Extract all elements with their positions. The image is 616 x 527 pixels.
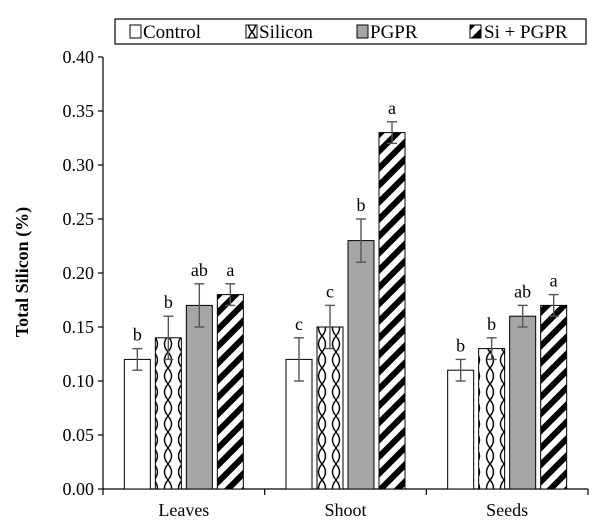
- bar: [447, 369, 475, 490]
- y-tick-label: 0.25: [63, 209, 95, 229]
- legend-item-silicon: Silicon: [245, 22, 313, 43]
- legend-item-control: Control: [129, 22, 201, 43]
- y-tick-label: 0.15: [63, 317, 95, 337]
- significance-label: b: [133, 325, 142, 345]
- bar: [216, 294, 244, 490]
- significance-label: c: [295, 314, 303, 334]
- legend-item-si-pgpr: Si + PGPR: [469, 22, 568, 43]
- bar: [123, 358, 151, 490]
- significance-label: b: [456, 335, 465, 355]
- y-tick-label: 0.05: [63, 425, 95, 445]
- legend-swatch-control: [129, 24, 142, 39]
- y-tick-label: 0.40: [63, 47, 95, 67]
- legend-label-silicon: Silicon: [259, 22, 313, 43]
- bar: [509, 315, 537, 490]
- bar: [154, 337, 182, 490]
- y-tick-label: 0.20: [63, 263, 95, 283]
- bar: [478, 348, 506, 490]
- legend-item-pgpr: PGPR: [356, 22, 418, 43]
- significance-label: b: [164, 292, 173, 312]
- significance-label: b: [357, 195, 366, 215]
- significance-label: a: [388, 98, 396, 118]
- legend: Control Silicon PGPR Si + PGPR: [114, 18, 587, 45]
- x-tick-label: Seeds: [486, 500, 528, 520]
- bar: [540, 304, 568, 490]
- x-tick-label: Shoot: [324, 500, 366, 520]
- significance-label: ab: [514, 281, 531, 301]
- legend-swatch-silicon: [245, 24, 258, 39]
- legend-swatch-si-pgpr: [469, 24, 482, 39]
- y-tick-label: 0.35: [63, 101, 95, 121]
- legend-label-si-pgpr: Si + PGPR: [484, 22, 568, 43]
- y-tick-label: 0.00: [63, 479, 95, 499]
- legend-frame: [114, 18, 587, 45]
- bar: [347, 240, 375, 490]
- bar: [185, 304, 213, 490]
- significance-label: b: [487, 314, 496, 334]
- y-axis-title: Total Silicon (%): [12, 207, 33, 337]
- legend-label-control: Control: [143, 22, 201, 43]
- axes: 0.00 0.05 0.10 0.15 0.20 0.25 0.30 0.35 0.40 Leav…: [63, 47, 589, 520]
- x-tick-label: Leaves: [158, 500, 209, 520]
- bar: [316, 326, 344, 490]
- significance-label: c: [326, 281, 334, 301]
- significance-label: a: [226, 260, 234, 280]
- significance-label: ab: [191, 260, 208, 280]
- bar: [378, 132, 406, 490]
- y-tick-label: 0.10: [63, 371, 95, 391]
- legend-label-pgpr: PGPR: [370, 22, 418, 43]
- legend-swatch-pgpr: [356, 24, 369, 39]
- y-tick-label: 0.30: [63, 155, 95, 175]
- significance-label: a: [550, 271, 558, 291]
